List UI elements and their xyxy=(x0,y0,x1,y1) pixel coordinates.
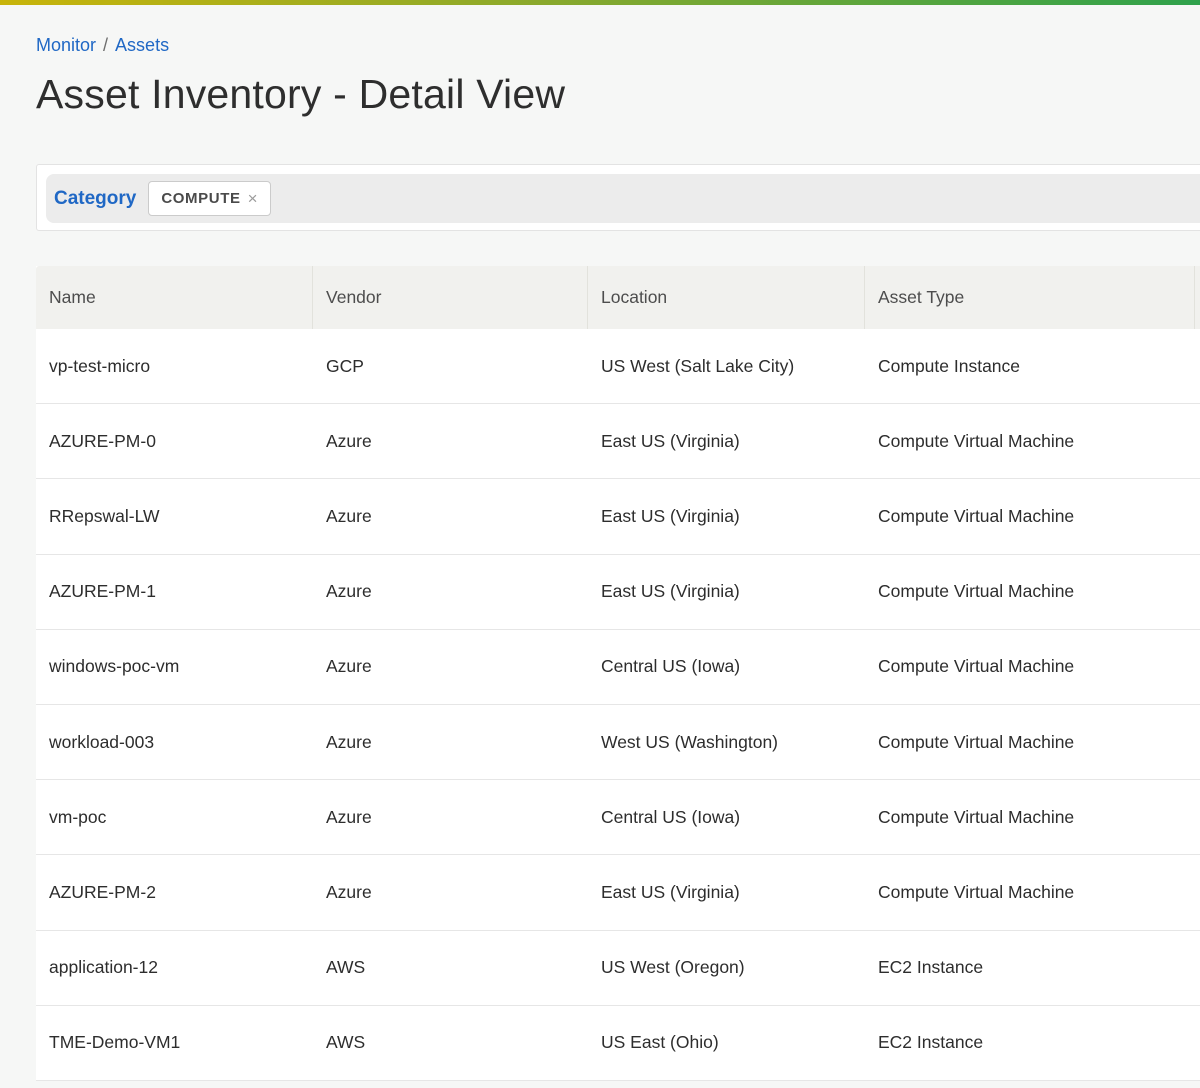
cell-asset-type: Compute Instance xyxy=(865,329,1195,403)
table-row[interactable]: vm-poc Azure Central US (Iowa) Compute V… xyxy=(36,780,1200,855)
table-header-name[interactable]: Name xyxy=(36,266,313,329)
cell-asset-type: Compute Virtual Machine xyxy=(865,479,1195,553)
cell-asset-type: Compute Virtual Machine xyxy=(865,855,1195,929)
cell-stub xyxy=(1195,555,1200,629)
page-header: Monitor / Assets Asset Inventory - Detail … xyxy=(0,5,1200,118)
cell-vendor: AWS xyxy=(313,1006,588,1080)
table-row[interactable]: TME-Demo-VM1 AWS US East (Ohio) EC2 Inst… xyxy=(36,1006,1200,1081)
cell-asset-type: Compute Virtual Machine xyxy=(865,705,1195,779)
cell-location: Central US (Iowa) xyxy=(588,780,865,854)
table-row[interactable]: AZURE-PM-0 Azure East US (Virginia) Comp… xyxy=(36,404,1200,479)
cell-stub xyxy=(1195,780,1200,854)
cell-vendor: Azure xyxy=(313,404,588,478)
asset-table: Name Vendor Location Asset Type vp-test-… xyxy=(36,266,1200,1081)
cell-name: TME-Demo-VM1 xyxy=(36,1006,313,1080)
filter-chip-compute[interactable]: COMPUTE × xyxy=(148,181,270,216)
cell-vendor: Azure xyxy=(313,630,588,704)
table-header-row: Name Vendor Location Asset Type xyxy=(36,266,1200,329)
cell-location: West US (Washington) xyxy=(588,705,865,779)
filter-bar-inner: Category COMPUTE × xyxy=(46,174,1200,223)
cell-name: vp-test-micro xyxy=(36,329,313,403)
cell-location: East US (Virginia) xyxy=(588,855,865,929)
cell-stub xyxy=(1195,404,1200,478)
cell-asset-type: Compute Virtual Machine xyxy=(865,404,1195,478)
breadcrumb-link-assets[interactable]: Assets xyxy=(115,35,169,55)
filter-chip-label: COMPUTE xyxy=(161,190,240,207)
table-header-vendor[interactable]: Vendor xyxy=(313,266,588,329)
cell-location: US East (Ohio) xyxy=(588,1006,865,1080)
table-header-cell-stub xyxy=(1195,266,1200,329)
cell-vendor: Azure xyxy=(313,705,588,779)
cell-asset-type: Compute Virtual Machine xyxy=(865,555,1195,629)
breadcrumb: Monitor / Assets xyxy=(36,33,1200,57)
cell-vendor: GCP xyxy=(313,329,588,403)
table-row[interactable]: windows-poc-vm Azure Central US (Iowa) C… xyxy=(36,630,1200,705)
remove-filter-icon[interactable]: × xyxy=(248,190,258,207)
cell-name: workload-003 xyxy=(36,705,313,779)
cell-vendor: Azure xyxy=(313,780,588,854)
cell-stub xyxy=(1195,705,1200,779)
cell-name: AZURE-PM-0 xyxy=(36,404,313,478)
table-row[interactable]: application-12 AWS US West (Oregon) EC2 … xyxy=(36,931,1200,1006)
cell-name: RRepswal-LW xyxy=(36,479,313,553)
table-header-asset-type[interactable]: Asset Type xyxy=(865,266,1195,329)
table-row[interactable]: vp-test-micro GCP US West (Salt Lake Cit… xyxy=(36,329,1200,404)
table-row[interactable]: AZURE-PM-1 Azure East US (Virginia) Comp… xyxy=(36,555,1200,630)
table-body: vp-test-micro GCP US West (Salt Lake Cit… xyxy=(36,329,1200,1081)
filter-field-category[interactable]: Category xyxy=(54,188,136,210)
cell-vendor: Azure xyxy=(313,855,588,929)
table-row[interactable]: RRepswal-LW Azure East US (Virginia) Com… xyxy=(36,479,1200,554)
cell-stub xyxy=(1195,931,1200,1005)
cell-location: East US (Virginia) xyxy=(588,404,865,478)
cell-stub xyxy=(1195,1006,1200,1080)
cell-location: Central US (Iowa) xyxy=(588,630,865,704)
cell-name: AZURE-PM-1 xyxy=(36,555,313,629)
cell-asset-type: Compute Virtual Machine xyxy=(865,780,1195,854)
table-row[interactable]: AZURE-PM-2 Azure East US (Virginia) Comp… xyxy=(36,855,1200,930)
cell-stub xyxy=(1195,855,1200,929)
cell-stub xyxy=(1195,329,1200,403)
table-header-location[interactable]: Location xyxy=(588,266,865,329)
cell-stub xyxy=(1195,479,1200,553)
cell-location: US West (Salt Lake City) xyxy=(588,329,865,403)
cell-name: vm-poc xyxy=(36,780,313,854)
cell-name: windows-poc-vm xyxy=(36,630,313,704)
cell-vendor: Azure xyxy=(313,555,588,629)
cell-location: East US (Virginia) xyxy=(588,479,865,553)
cell-vendor: Azure xyxy=(313,479,588,553)
cell-name: AZURE-PM-2 xyxy=(36,855,313,929)
cell-vendor: AWS xyxy=(313,931,588,1005)
page-title: Asset Inventory - Detail View xyxy=(36,71,1200,118)
cell-location: US West (Oregon) xyxy=(588,931,865,1005)
cell-stub xyxy=(1195,630,1200,704)
cell-name: application-12 xyxy=(36,931,313,1005)
cell-asset-type: EC2 Instance xyxy=(865,931,1195,1005)
cell-asset-type: Compute Virtual Machine xyxy=(865,630,1195,704)
filter-bar: Category COMPUTE × xyxy=(36,164,1200,231)
breadcrumb-link-monitor[interactable]: Monitor xyxy=(36,35,96,55)
cell-location: East US (Virginia) xyxy=(588,555,865,629)
breadcrumb-separator: / xyxy=(103,35,108,55)
table-row[interactable]: workload-003 Azure West US (Washington) … xyxy=(36,705,1200,780)
cell-asset-type: EC2 Instance xyxy=(865,1006,1195,1080)
